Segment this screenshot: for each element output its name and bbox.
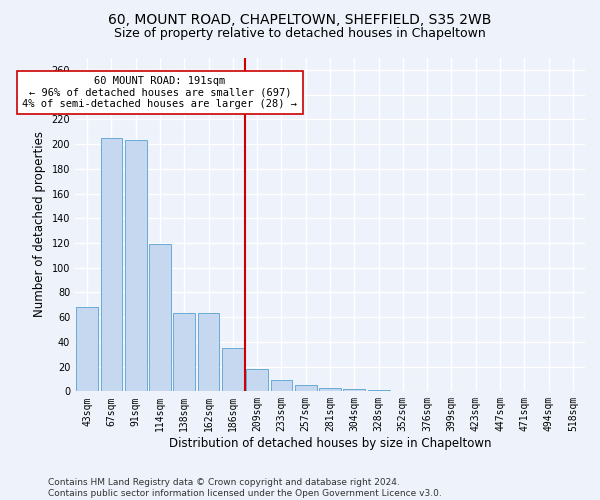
X-axis label: Distribution of detached houses by size in Chapeltown: Distribution of detached houses by size … (169, 437, 491, 450)
Text: 60 MOUNT ROAD: 191sqm
← 96% of detached houses are smaller (697)
4% of semi-deta: 60 MOUNT ROAD: 191sqm ← 96% of detached … (23, 76, 298, 109)
Y-axis label: Number of detached properties: Number of detached properties (33, 132, 46, 318)
Bar (101, 138, 122, 392)
Bar (222, 348, 244, 392)
Bar (295, 385, 317, 392)
Bar (343, 389, 365, 392)
Bar (368, 390, 389, 392)
Bar (76, 308, 98, 392)
Bar (197, 314, 220, 392)
Text: Contains HM Land Registry data © Crown copyright and database right 2024.
Contai: Contains HM Land Registry data © Crown c… (48, 478, 442, 498)
Bar (319, 388, 341, 392)
Text: 60, MOUNT ROAD, CHAPELTOWN, SHEFFIELD, S35 2WB: 60, MOUNT ROAD, CHAPELTOWN, SHEFFIELD, S… (109, 12, 491, 26)
Bar (173, 314, 195, 392)
Bar (149, 244, 171, 392)
Bar (271, 380, 292, 392)
Bar (246, 369, 268, 392)
Bar (125, 140, 146, 392)
Text: Size of property relative to detached houses in Chapeltown: Size of property relative to detached ho… (114, 28, 486, 40)
